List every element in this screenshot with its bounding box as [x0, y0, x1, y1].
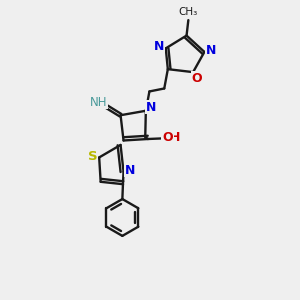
Text: H: H [169, 131, 180, 144]
Text: S: S [88, 150, 98, 163]
Text: O: O [162, 131, 173, 144]
Text: NH: NH [90, 96, 107, 109]
Text: N: N [154, 40, 164, 53]
Text: N: N [125, 164, 135, 177]
Text: N: N [206, 44, 216, 57]
Text: N: N [146, 101, 156, 114]
Text: CH₃: CH₃ [179, 7, 198, 17]
Text: O: O [191, 72, 202, 85]
